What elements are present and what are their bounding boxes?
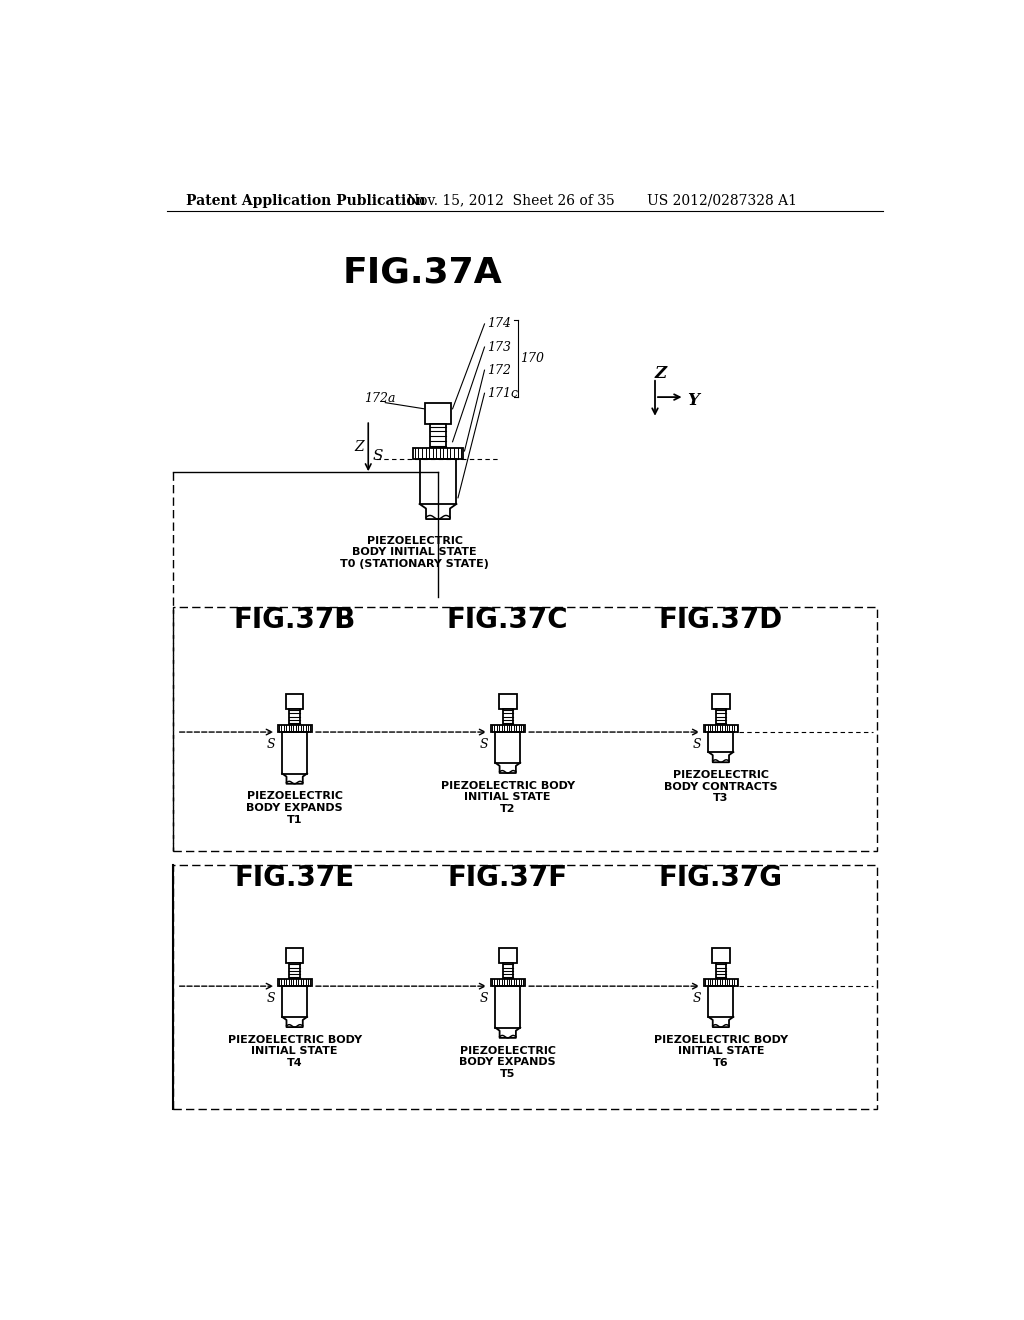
Bar xyxy=(712,694,730,709)
Bar xyxy=(278,979,311,986)
Bar xyxy=(703,725,738,733)
Bar xyxy=(413,447,463,459)
Text: S: S xyxy=(267,993,275,1006)
Bar xyxy=(503,962,513,979)
Text: 174: 174 xyxy=(486,317,511,330)
Text: FIG.37F: FIG.37F xyxy=(447,865,568,892)
Text: Patent Application Publication: Patent Application Publication xyxy=(186,194,426,207)
Text: S: S xyxy=(693,738,701,751)
Text: FIG.37G: FIG.37G xyxy=(658,865,783,892)
Bar xyxy=(420,459,457,504)
Bar xyxy=(282,986,307,1016)
Bar xyxy=(709,733,733,752)
Text: S: S xyxy=(267,738,275,751)
Text: S: S xyxy=(480,738,488,751)
Text: FIG.37E: FIG.37E xyxy=(234,865,354,892)
Bar xyxy=(709,986,733,1016)
Text: Z: Z xyxy=(354,440,364,454)
Text: PIEZOELECTRIC
BODY CONTRACTS
T3: PIEZOELECTRIC BODY CONTRACTS T3 xyxy=(664,770,777,803)
Text: 172a: 172a xyxy=(365,392,396,405)
Bar xyxy=(496,733,520,763)
Bar xyxy=(173,607,877,851)
Bar xyxy=(490,979,524,986)
Bar xyxy=(286,948,303,962)
Bar xyxy=(282,733,307,774)
Text: FIG.37B: FIG.37B xyxy=(233,606,355,635)
Text: PIEZOELECTRIC
BODY INITIAL STATE
T0 (STATIONARY STATE): PIEZOELECTRIC BODY INITIAL STATE T0 (STA… xyxy=(340,536,489,569)
Bar xyxy=(716,962,726,979)
Bar xyxy=(499,694,516,709)
Text: PIEZOELECTRIC BODY
INITIAL STATE
T6: PIEZOELECTRIC BODY INITIAL STATE T6 xyxy=(653,1035,787,1068)
Bar xyxy=(173,866,877,1109)
Text: PIEZOELECTRIC BODY
INITIAL STATE
T4: PIEZOELECTRIC BODY INITIAL STATE T4 xyxy=(227,1035,361,1068)
Bar xyxy=(286,694,303,709)
Text: 172: 172 xyxy=(486,363,511,376)
Text: PIEZOELECTRIC
BODY EXPANDS
T1: PIEZOELECTRIC BODY EXPANDS T1 xyxy=(247,792,343,825)
Text: FIG.37A: FIG.37A xyxy=(343,255,503,289)
Bar xyxy=(290,962,300,979)
Bar xyxy=(278,725,311,733)
Bar xyxy=(503,709,513,725)
Text: 171c: 171c xyxy=(486,387,518,400)
Text: S: S xyxy=(480,993,488,1006)
Bar xyxy=(430,424,445,447)
Bar xyxy=(712,948,730,962)
Text: FIG.37C: FIG.37C xyxy=(446,606,568,635)
Text: S: S xyxy=(372,449,383,462)
Text: S: S xyxy=(693,993,701,1006)
Text: Y: Y xyxy=(687,392,699,409)
Text: US 2012/0287328 A1: US 2012/0287328 A1 xyxy=(647,194,798,207)
Bar xyxy=(703,979,738,986)
Text: Nov. 15, 2012  Sheet 26 of 35: Nov. 15, 2012 Sheet 26 of 35 xyxy=(407,194,614,207)
Text: FIG.37D: FIG.37D xyxy=(658,606,783,635)
Text: PIEZOELECTRIC
BODY EXPANDS
T5: PIEZOELECTRIC BODY EXPANDS T5 xyxy=(460,1045,556,1078)
Bar xyxy=(499,948,516,962)
Bar xyxy=(290,709,300,725)
Text: 173: 173 xyxy=(486,341,511,354)
Text: PIEZOELECTRIC BODY
INITIAL STATE
T2: PIEZOELECTRIC BODY INITIAL STATE T2 xyxy=(440,780,574,814)
Bar xyxy=(716,709,726,725)
Bar xyxy=(425,403,451,424)
Bar xyxy=(490,725,524,733)
Text: Z: Z xyxy=(655,366,667,383)
Text: 170: 170 xyxy=(520,352,544,366)
Bar xyxy=(496,986,520,1028)
